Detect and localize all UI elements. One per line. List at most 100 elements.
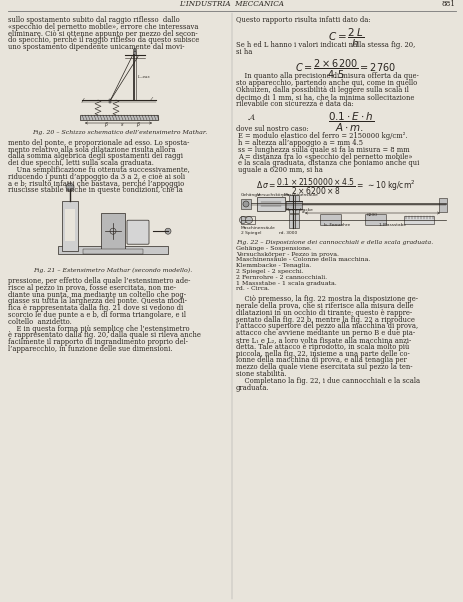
Text: dilatazioni in un occhio di tirante; questo è rappre-: dilatazioni in un occhio di tirante; que… xyxy=(236,309,411,317)
Text: 881: 881 xyxy=(441,0,455,8)
FancyBboxPatch shape xyxy=(365,214,386,226)
Circle shape xyxy=(245,217,252,223)
Text: L'INDUSTRIA  MECCANICA: L'INDUSTRIA MECCANICA xyxy=(179,0,284,8)
Text: l’attacco superiore del pezzo alla macchina di prova,: l’attacco superiore del pezzo alla macch… xyxy=(236,323,417,330)
Text: lonne della macchina di prova, e alla tenaglia per: lonne della macchina di prova, e alla te… xyxy=(236,356,406,364)
Text: Fig. 20 – Schizzo schematico dell’estensimetro Mathar.: Fig. 20 – Schizzo schematico dell’estens… xyxy=(32,130,207,135)
Text: $C = \dfrac{2\,L}{h}$: $C = \dfrac{2\,L}{h}$ xyxy=(327,27,363,50)
Text: riducendo i punti d’appoggio da 3 a 2, e cioè ai soli: riducendo i punti d’appoggio da 3 a 2, e… xyxy=(8,173,185,181)
Text: Klemmbacke: Klemmbacke xyxy=(285,208,313,212)
FancyBboxPatch shape xyxy=(101,213,125,249)
Text: s: s xyxy=(120,122,123,127)
Text: 2 Spiegel - 2 specchi.: 2 Spiegel - 2 specchi. xyxy=(236,269,303,274)
Bar xyxy=(65,209,75,241)
Circle shape xyxy=(66,183,74,191)
Text: $\dfrac{0.1\cdot E\cdot h}{A\cdot m.}$: $\dfrac{0.1\cdot E\cdot h}{A\cdot m.}$ xyxy=(327,110,373,134)
Text: è rappresentato dalla fig. 20, dalla quale si rileva anche: è rappresentato dalla fig. 20, dalla qua… xyxy=(8,331,200,340)
Text: dalla somma algebrica degli spostamenti dei raggi: dalla somma algebrica degli spostamenti … xyxy=(8,152,182,160)
Text: facilmente il rapporto di ingrandimento proprio del-: facilmente il rapporto di ingrandimento … xyxy=(8,338,188,346)
Text: a.: a. xyxy=(301,210,305,214)
Text: mento del ponte, e proporzionale ad esso. Lo sposta-: mento del ponte, e proporzionale ad esso… xyxy=(8,139,189,147)
Text: mento relativo alla sola dilatazione risulta allora: mento relativo alla sola dilatazione ris… xyxy=(8,146,175,154)
FancyBboxPatch shape xyxy=(127,220,149,244)
Text: stre L₁ e L₂, a loro volta fissate alla macchina anzi-: stre L₁ e L₂, a loro volta fissate alla … xyxy=(236,336,410,344)
Text: nerale della prova, che si riferisce alla misura delle: nerale della prova, che si riferisce all… xyxy=(236,302,413,310)
Text: riuscisse stabile anche in queste condizioni, che la: riuscisse stabile anche in queste condiz… xyxy=(8,187,182,194)
Text: uguale a 6200 mm, si ha: uguale a 6200 mm, si ha xyxy=(238,166,322,174)
Text: Se h ed L hanno i valori indicati nella stessa fig. 20,: Se h ed L hanno i valori indicati nella … xyxy=(236,41,414,49)
Bar xyxy=(133,51,136,55)
Text: Maschinensäule: Maschinensäule xyxy=(240,226,275,230)
Text: Klemmbacke - Tenaglia.: Klemmbacke - Tenaglia. xyxy=(236,263,311,268)
Text: $C = \dfrac{2 \times 6200}{4.5} = 2760$: $C = \dfrac{2 \times 6200}{4.5} = 2760$ xyxy=(295,58,396,81)
Bar xyxy=(240,216,255,224)
Text: do specchio, perché il raggio riflesso da questo subisce: do specchio, perché il raggio riflesso d… xyxy=(8,36,199,45)
Text: Fig. 21 – Estensimetro Mathar (secondo modello).: Fig. 21 – Estensimetro Mathar (secondo m… xyxy=(33,268,192,273)
Text: Maschinensäule - Colonne della macchina.: Maschinensäule - Colonne della macchina. xyxy=(236,258,369,262)
Text: Fig. 22 – Disposizione dei cannocchiali e della scala graduata.: Fig. 22 – Disposizione dei cannocchiali … xyxy=(236,240,432,245)
Text: Maschinensäule: Maschinensäule xyxy=(283,193,318,197)
Bar xyxy=(403,216,433,224)
Text: 1 Massstabe - 1 scala graduata.: 1 Massstabe - 1 scala graduata. xyxy=(236,281,336,285)
Text: β: β xyxy=(136,122,139,127)
Circle shape xyxy=(133,49,136,52)
Bar xyxy=(288,195,298,213)
Text: h = altezza all’appoggio a = mm 4.5: h = altezza all’appoggio a = mm 4.5 xyxy=(238,139,362,147)
Text: uno spostamento dipendente unicamente dal movi-: uno spostamento dipendente unicamente da… xyxy=(8,43,184,51)
Text: piccola, nella fig. 22, insieme a una parte delle co-: piccola, nella fig. 22, insieme a una pa… xyxy=(236,350,409,358)
Text: risce al pezzo in prova, fosse esercitata, non me-: risce al pezzo in prova, fosse esercitat… xyxy=(8,284,175,292)
Text: Versuchskörper: Versuchskörper xyxy=(257,193,290,197)
Text: diante una punta, ma mediante un coltello che pog-: diante una punta, ma mediante un coltell… xyxy=(8,291,186,299)
Text: mezzo della quale viene esercitata sul pezzo la ten-: mezzo della quale viene esercitata sul p… xyxy=(236,363,412,371)
Text: «specchio del pernetto mobile», errore che interessava: «specchio del pernetto mobile», errore c… xyxy=(8,23,198,31)
Bar xyxy=(83,249,143,254)
Circle shape xyxy=(239,217,246,223)
Text: sione stabilita.: sione stabilita. xyxy=(236,370,286,378)
Text: dove sul nostro caso:: dove sul nostro caso: xyxy=(236,125,308,134)
Text: si ha: si ha xyxy=(236,48,252,55)
Bar xyxy=(438,198,446,212)
Text: b. Fernrohre: b. Fernrohre xyxy=(323,223,350,227)
Circle shape xyxy=(243,201,249,207)
Text: $\mathcal{A}$: $\mathcal{A}$ xyxy=(246,113,255,122)
Text: a e b; risultò infatti che bastava, perché l’appoggio: a e b; risultò infatti che bastava, perc… xyxy=(8,179,184,188)
Text: 1 Massstabe: 1 Massstabe xyxy=(378,223,405,227)
Text: A = distanza fra lo «specchio del pernetto mobile»: A = distanza fra lo «specchio del pernet… xyxy=(238,152,412,161)
Text: fica è rappresentata dalla fig. 21 dove si vedono di: fica è rappresentata dalla fig. 21 dove … xyxy=(8,304,183,312)
Text: Okhuizen, dalla possibilità di leggere sulla scala il: Okhuizen, dalla possibilità di leggere s… xyxy=(236,86,408,94)
Text: 6200: 6200 xyxy=(366,213,377,217)
Text: Ciò premesso, la fig. 22 mostra la disposizione ge-: Ciò premesso, la fig. 22 mostra la dispo… xyxy=(236,295,417,303)
Text: Completano la fig. 22, i due cannocchiali e la scala: Completano la fig. 22, i due cannocchial… xyxy=(236,377,419,385)
Bar xyxy=(285,201,301,209)
Text: E in questa forma più semplice che l’estensimetro: E in questa forma più semplice che l’est… xyxy=(8,324,189,332)
Text: l—eas: l—eas xyxy=(138,75,150,78)
Text: l’apparecchio, in funzione delle sue dimensioni.: l’apparecchio, in funzione delle sue dim… xyxy=(8,345,172,353)
Bar xyxy=(109,99,111,103)
Text: decimo di 1 mm, si ha, che la minima sollecitazione: decimo di 1 mm, si ha, che la minima sol… xyxy=(236,93,413,101)
Text: scorcio le due punte a e b, di forma triangolare, e il: scorcio le due punte a e b, di forma tri… xyxy=(8,311,186,319)
Text: dei due specchi, letti sulla scala graduata.: dei due specchi, letti sulla scala gradu… xyxy=(8,159,154,167)
Text: 2 Fernrohre - 2 cannocchiali.: 2 Fernrohre - 2 cannocchiali. xyxy=(236,275,326,280)
Bar xyxy=(58,246,168,254)
Text: pressione, per effetto della quale l’estensimetro ade-: pressione, per effetto della quale l’est… xyxy=(8,277,190,285)
Text: rilevabile con sicurezza è data da:: rilevabile con sicurezza è data da: xyxy=(236,99,353,108)
Text: In quanto alla precisione di misura offerta da que-: In quanto alla precisione di misura offe… xyxy=(236,72,418,81)
Text: eliminare. Ciò si ottenne appunto per mezzo del secon-: eliminare. Ciò si ottenne appunto per me… xyxy=(8,29,197,37)
Text: sentato dalla fig. 22 b, mentre la fig. 22 a riproduce: sentato dalla fig. 22 b, mentre la fig. … xyxy=(236,315,414,324)
Text: giasse su tutta la larghezza del ponte. Questa modi-: giasse su tutta la larghezza del ponte. … xyxy=(8,297,187,305)
Bar xyxy=(240,199,250,209)
Text: sto apparecchio, partendo anche qui, come in quello: sto apparecchio, partendo anche qui, com… xyxy=(236,79,416,87)
Text: 2 Spiegel: 2 Spiegel xyxy=(240,231,261,235)
Text: detta. Tale attacco è riprodotto, in scala molto più: detta. Tale attacco è riprodotto, in sca… xyxy=(236,343,408,351)
Text: /: / xyxy=(82,97,84,102)
Circle shape xyxy=(165,228,171,234)
Text: Gehänge - Sospensione.: Gehänge - Sospensione. xyxy=(236,246,311,251)
Text: graduata.: graduata. xyxy=(236,383,269,391)
Text: β: β xyxy=(104,122,107,127)
Text: Gehänge: Gehänge xyxy=(240,193,260,197)
Text: Una semplificazione fu ottenuta successivamente,: Una semplificazione fu ottenuta successi… xyxy=(8,166,189,174)
Bar xyxy=(257,197,284,211)
Text: e la scala graduata, distanza che poniamo anche qui: e la scala graduata, distanza che poniam… xyxy=(238,160,419,167)
Text: $\Delta\,\sigma = \dfrac{0.1 \times 2150000 \times 4.5}{2 \times 6200 \times 8} : $\Delta\,\sigma = \dfrac{0.1 \times 2150… xyxy=(256,177,415,197)
Text: rd. - Circa.: rd. - Circa. xyxy=(236,287,269,291)
